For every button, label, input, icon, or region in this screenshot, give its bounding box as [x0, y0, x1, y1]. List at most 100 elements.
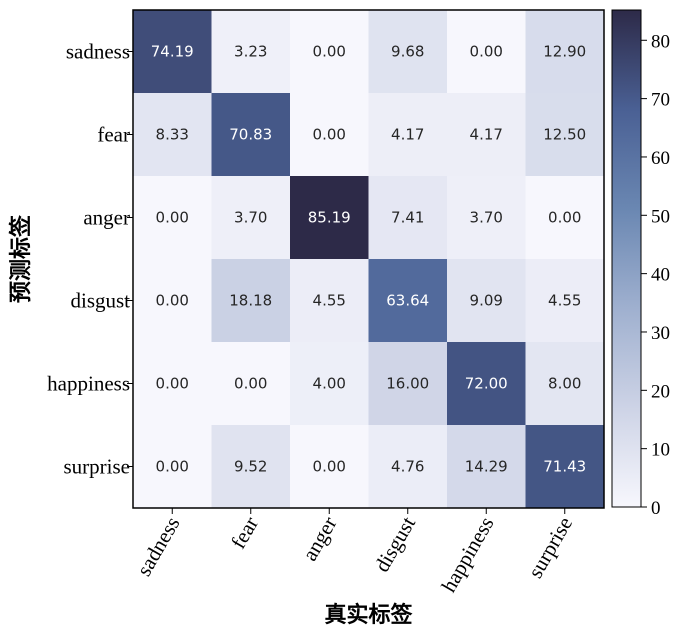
heatmap-cell [447, 176, 526, 260]
heatmap-cell [447, 10, 526, 94]
heatmap-cell [525, 10, 605, 94]
heatmap-cell [290, 425, 369, 509]
heatmap-cell [133, 342, 212, 426]
heatmap-cell [447, 93, 526, 177]
cell-value-label: 4.17 [391, 126, 424, 144]
heatmap-cell [447, 342, 526, 426]
y-tick-label: disgust [70, 289, 130, 313]
heatmap-cell [447, 425, 526, 509]
cell-value-label: 0.00 [156, 292, 189, 310]
cell-value-label: 0.00 [156, 458, 189, 476]
colorbar-tick-label: 40 [651, 265, 670, 286]
plot-frame [132, 9, 605, 509]
colorbar [611, 9, 642, 508]
colorbar-tick-label: 30 [651, 323, 670, 344]
heatmap-cells: 74.19 3.23 0.00 9.68 0.00 12.90 8.33 70.83 0.00 4… [133, 10, 605, 509]
heatmap-cell [211, 425, 291, 509]
heatmap-cell [290, 176, 369, 260]
cell-value-label: 4.55 [313, 292, 346, 310]
x-tick-label: disgust [370, 512, 421, 576]
cell-value-label: 0.00 [156, 209, 189, 227]
heatmap-cell [368, 259, 448, 343]
colorbar-tick-label: 70 [651, 90, 670, 111]
heatmap-cell [290, 10, 369, 94]
heatmap-cell [525, 259, 605, 343]
heatmap-cell [290, 259, 369, 343]
colorbar-tick-label: 80 [651, 31, 670, 52]
cell-value-label: 14.29 [465, 458, 508, 476]
x-tick-label: fear [226, 513, 263, 553]
y-tick-label: anger [83, 206, 130, 230]
heatmap-cell [290, 342, 369, 426]
y-tick-label: surprise [64, 455, 131, 479]
cell-value-label: 9.52 [234, 458, 267, 476]
heatmap-cell [133, 425, 212, 509]
colorbar-tick-label: 20 [651, 381, 670, 402]
x-tick-label: happiness [436, 513, 498, 597]
cell-value-label: 4.17 [470, 126, 503, 144]
heatmap-cell [368, 176, 448, 260]
cell-value-label: 74.19 [151, 43, 194, 61]
heatmap-cell [525, 176, 605, 260]
heatmap-cell [368, 10, 448, 94]
heatmap-cell [211, 342, 291, 426]
heatmap-cell [133, 176, 212, 260]
cell-value-label: 4.55 [548, 292, 581, 310]
heatmap-cell [133, 10, 212, 94]
cell-value-label: 9.68 [391, 43, 424, 61]
y-tick-label: happiness [47, 372, 130, 396]
cell-value-label: 18.18 [229, 292, 272, 310]
y-tick-labels: sadness fear anger disgust happiness surprise [47, 40, 133, 479]
x-tick-label: sadness [132, 513, 185, 581]
heatmap-cell [368, 342, 448, 426]
cell-value-label: 0.00 [313, 126, 346, 144]
x-tick-labels: sadness fear anger disgust happiness surprise [132, 508, 577, 596]
cell-value-label: 0.00 [313, 458, 346, 476]
heatmap-cell [525, 425, 605, 509]
cell-value-label: 4.76 [391, 458, 424, 476]
heatmap-cell [290, 93, 369, 177]
cell-value-label: 0.00 [234, 375, 267, 393]
y-axis-title: 预测标签 [8, 214, 34, 303]
cell-value-label: 0.00 [470, 43, 503, 61]
heatmap-cell [368, 93, 448, 177]
cell-value-label: 3.70 [470, 209, 503, 227]
y-tick-label: fear [97, 123, 130, 147]
cell-value-label: 0.00 [156, 375, 189, 393]
cell-value-label: 0.00 [548, 209, 581, 227]
heatmap-cell [211, 10, 291, 94]
colorbar-tick-label: 0 [651, 498, 661, 519]
cell-value-label: 12.50 [543, 126, 586, 144]
cell-value-label: 4.00 [313, 375, 346, 393]
cell-value-label: 8.00 [548, 375, 581, 393]
cell-value-label: 70.83 [229, 126, 272, 144]
heatmap-cell [211, 176, 291, 260]
colorbar-tick-label: 50 [651, 206, 670, 227]
x-tick-label: anger [297, 512, 341, 564]
cell-value-label: 7.41 [391, 209, 424, 227]
colorbar-tick-label: 60 [651, 148, 670, 169]
heatmap-cell [525, 93, 605, 177]
cell-value-label: 12.90 [543, 43, 586, 61]
cell-value-label: 0.00 [313, 43, 346, 61]
cell-value-label: 72.00 [465, 375, 508, 393]
cell-value-label: 9.09 [470, 292, 503, 310]
cell-value-label: 3.70 [234, 209, 267, 227]
colorbar-tick-label: 10 [651, 440, 670, 461]
y-tick-label: sadness [66, 40, 130, 64]
heatmap-cell [525, 342, 605, 426]
colorbar-ticks: 0 10 20 30 40 50 60 70 80 [641, 31, 670, 519]
cell-value-label: 71.43 [543, 458, 586, 476]
cell-value-label: 16.00 [386, 375, 429, 393]
x-axis-title: 真实标签 [324, 602, 413, 628]
heatmap-cell [133, 93, 212, 177]
x-tick-label: surprise [523, 513, 577, 583]
heatmap-cell [211, 93, 291, 177]
cell-value-label: 85.19 [308, 209, 351, 227]
heatmap-cell [447, 259, 526, 343]
cell-value-label: 3.23 [234, 43, 267, 61]
cell-value-label: 63.64 [386, 292, 429, 310]
cell-value-label: 8.33 [156, 126, 189, 144]
heatmap-cell [211, 259, 291, 343]
